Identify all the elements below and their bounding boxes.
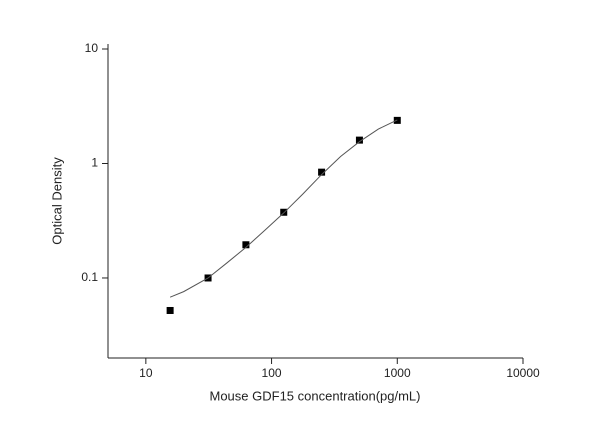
y-axis-label: Optical Density — [49, 157, 64, 245]
y-tick-label: 0.1 — [81, 270, 98, 284]
x-tick-label: 1000 — [384, 366, 411, 380]
data-point — [166, 306, 174, 314]
y-tick-label: 1 — [91, 156, 98, 170]
x-tick-label: 100 — [262, 366, 282, 380]
data-point — [355, 136, 363, 144]
data-point — [242, 241, 250, 249]
y-tick-label: 10 — [85, 41, 99, 55]
x-axis-label: Mouse GDF15 concentration(pg/mL) — [210, 388, 421, 403]
data-point — [318, 168, 326, 176]
x-tick-label: 10 — [139, 366, 153, 380]
x-tick-label: 10000 — [506, 366, 540, 380]
fit-curve — [169, 119, 398, 298]
